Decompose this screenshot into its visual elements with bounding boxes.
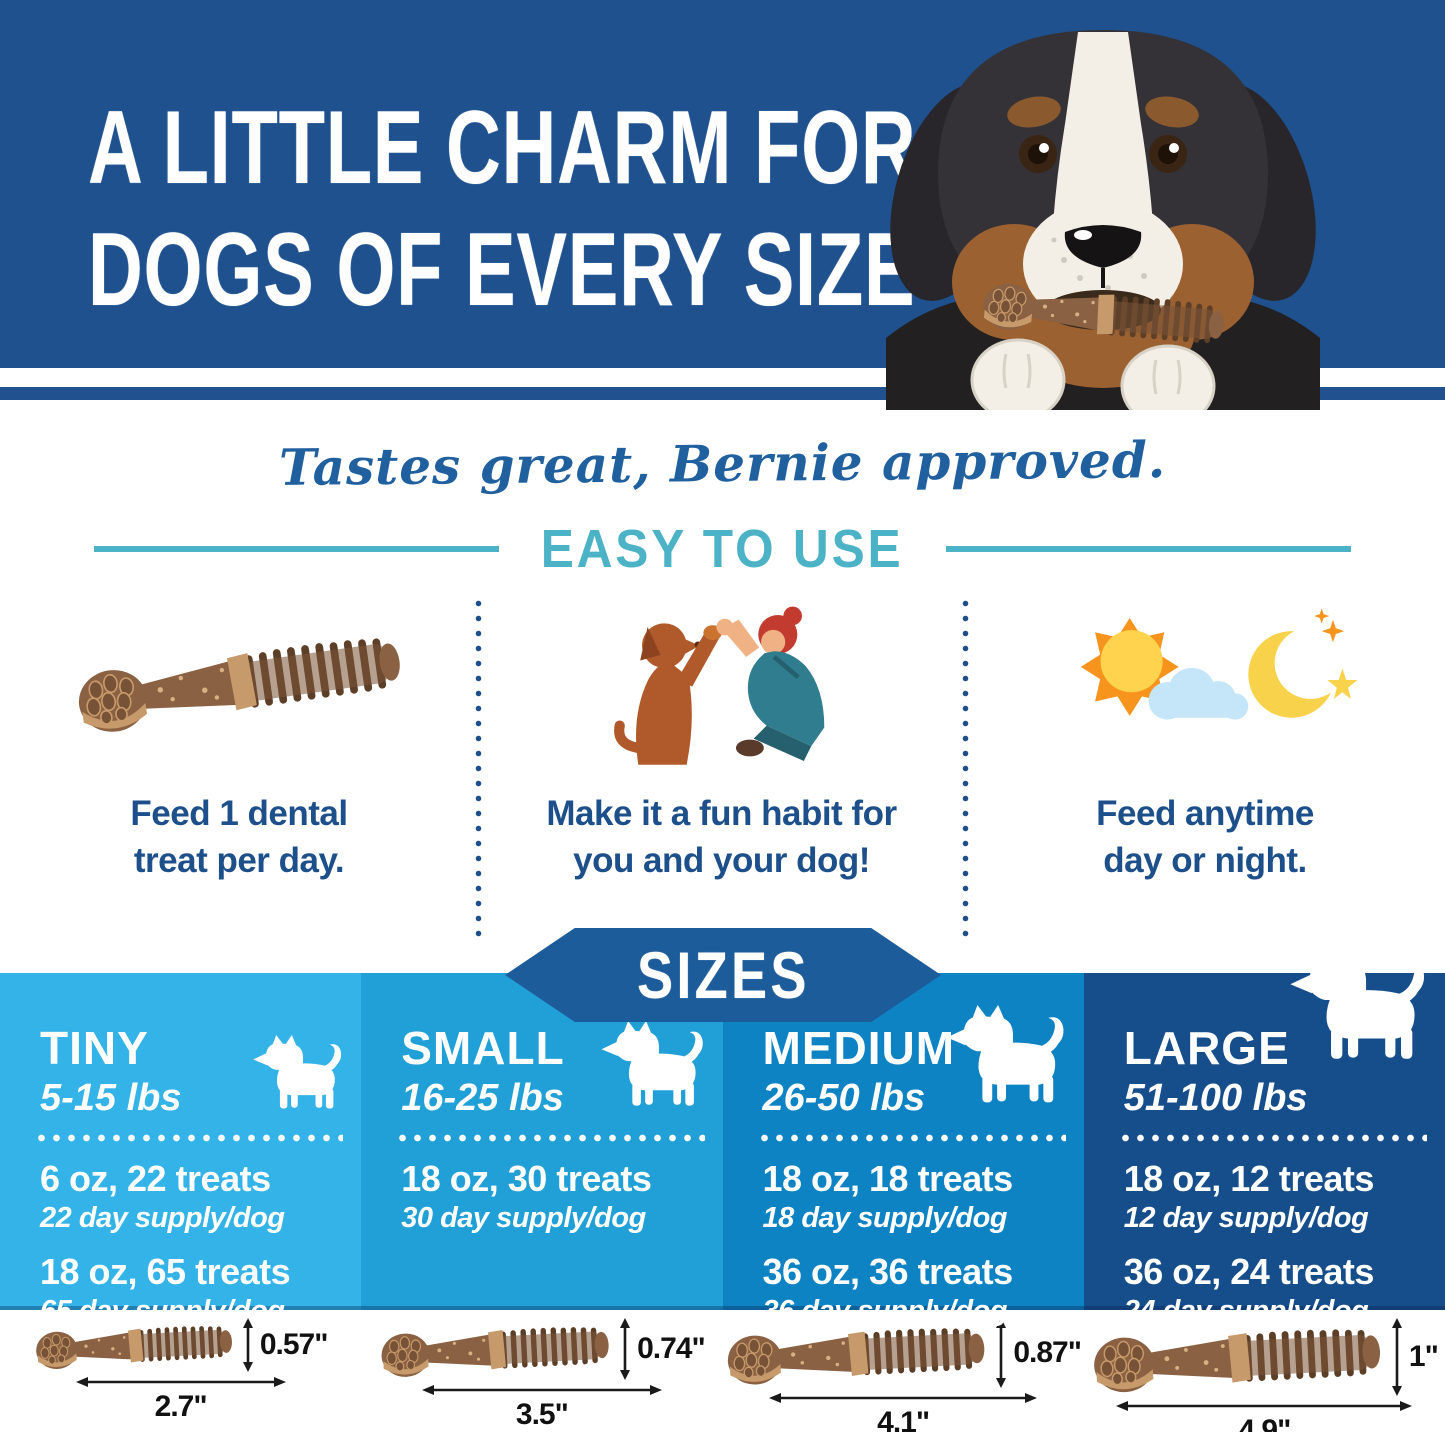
dimension-cell-large: 1" 4.9" bbox=[1084, 1310, 1445, 1432]
size-weight-range: 5-15 lbs bbox=[40, 1077, 182, 1119]
pack-option: 18 oz, 18 treats bbox=[762, 1158, 1014, 1199]
length-arrow-icon bbox=[421, 1385, 662, 1395]
page-title: A LITTLE CHARM FOR DOGS OF EVERY SIZE bbox=[88, 88, 916, 331]
supply-note: 30 day supply/dog bbox=[401, 1202, 646, 1234]
step-caption: Make it a fun habit for you and your dog… bbox=[546, 794, 897, 881]
step-fun-habit: Make it a fun habit for you and your dog… bbox=[478, 588, 965, 885]
treat-height-label: 0.57" bbox=[259, 1328, 329, 1361]
pack-option: 6 oz, 22 treats bbox=[40, 1158, 271, 1199]
sizes-heading: SIZES bbox=[636, 938, 810, 1012]
treat-image bbox=[379, 1322, 611, 1379]
sizes-banner: SIZES bbox=[505, 928, 941, 1022]
page-title-line2: DOGS OF EVERY SIZE bbox=[88, 211, 916, 328]
dog-silhouette-icon bbox=[1290, 947, 1425, 1059]
dotted-divider bbox=[475, 596, 482, 938]
easy-to-use-section: Tastes great, Bernie approved. EASY TO U… bbox=[0, 400, 1445, 973]
size-name: MEDIUM bbox=[762, 1022, 956, 1074]
steps-row: Feed 1 dental treat per day. bbox=[0, 588, 1445, 885]
treat-height-label: 1" bbox=[1408, 1340, 1439, 1373]
dotted-rule bbox=[1117, 1134, 1427, 1142]
supply-note: 18 day supply/dog bbox=[762, 1202, 1008, 1234]
page-title-line1: A LITTLE CHARM FOR bbox=[88, 90, 917, 206]
sun-and-moon-icon bbox=[1045, 588, 1365, 774]
dental-treat-icon bbox=[74, 588, 405, 774]
supply-note: 65 day supply/dog bbox=[40, 1295, 285, 1327]
pack-option: 18 oz, 65 treats bbox=[40, 1251, 291, 1292]
step-caption: Feed 1 dental treat per day. bbox=[130, 794, 348, 881]
pack-option: 18 oz, 12 treats bbox=[1123, 1158, 1375, 1199]
height-arrow-icon bbox=[242, 1318, 253, 1372]
pack-option: 36 oz, 24 treats bbox=[1123, 1251, 1375, 1292]
dog-owner-highfive-icon bbox=[572, 588, 872, 774]
pack-option: 18 oz, 30 treats bbox=[401, 1158, 652, 1199]
pack-option: 36 oz, 36 treats bbox=[762, 1251, 1014, 1292]
size-name: LARGE bbox=[1123, 1022, 1290, 1074]
treat-length-label: 2.7" bbox=[154, 1390, 208, 1423]
step-feed-anytime: Feed anytime day or night. bbox=[965, 588, 1445, 885]
easy-to-use-heading: EASY TO USE bbox=[541, 519, 904, 579]
size-name: SMALL bbox=[401, 1022, 565, 1074]
treat-length-label: 3.5" bbox=[515, 1398, 569, 1431]
treat-length-label: 4.9" bbox=[1238, 1414, 1291, 1432]
supply-note: 22 day supply/dog bbox=[40, 1202, 285, 1234]
size-column-small: SMALL 16-25 lbs 18 oz, 30 treats 30 day … bbox=[361, 973, 723, 1310]
supply-note: 36 day supply/dog bbox=[762, 1295, 1008, 1327]
treat-height-label: 0.74" bbox=[637, 1332, 706, 1365]
sizes-section: TINY 5-15 lbs 6 oz, 22 treats 22 day sup… bbox=[0, 947, 1445, 1327]
dotted-rule bbox=[395, 1134, 705, 1142]
length-arrow-icon bbox=[1116, 1401, 1413, 1411]
height-arrow-icon bbox=[620, 1318, 631, 1380]
size-column-tiny: TINY 5-15 lbs 6 oz, 22 treats 22 day sup… bbox=[0, 973, 362, 1327]
size-weight-range: 16-25 lbs bbox=[401, 1077, 564, 1119]
length-arrow-icon bbox=[769, 1393, 1038, 1403]
size-weight-range: 26-50 lbs bbox=[762, 1077, 926, 1119]
size-name: TINY bbox=[40, 1022, 149, 1074]
height-arrow-icon bbox=[996, 1318, 1007, 1388]
treat-dimensions-row: 0.57" 2.7" 0.74" bbox=[0, 1310, 1445, 1432]
treat-length-label: 4.1" bbox=[877, 1406, 930, 1432]
step-feed-one-treat: Feed 1 dental treat per day. bbox=[0, 588, 478, 885]
dimension-cell-small: 0.74" 3.5" bbox=[361, 1310, 722, 1432]
easy-to-use-heading-row: EASY TO USE bbox=[0, 518, 1445, 580]
dotted-rule bbox=[756, 1134, 1066, 1142]
heading-rule-left bbox=[94, 546, 500, 552]
dimension-cell-tiny: 0.57" 2.7" bbox=[0, 1310, 361, 1432]
treat-height-label: 0.87" bbox=[1013, 1336, 1082, 1369]
size-column-medium: MEDIUM 26-50 lbs 18 oz, 18 treats 18 day… bbox=[722, 973, 1084, 1327]
bernese-dog-illustration bbox=[886, 30, 1320, 410]
supply-note: 24 day supply/dog bbox=[1123, 1295, 1369, 1327]
length-arrow-icon bbox=[75, 1377, 286, 1387]
dog-silhouette-icon bbox=[946, 1005, 1064, 1103]
supply-note: 12 day supply/dog bbox=[1123, 1202, 1369, 1234]
height-arrow-icon bbox=[1391, 1318, 1402, 1396]
dotted-rule bbox=[34, 1134, 344, 1142]
size-column-large: LARGE 51-100 lbs 18 oz, 12 treats 12 day… bbox=[1083, 947, 1445, 1327]
heading-rule-right bbox=[945, 546, 1351, 552]
dotted-divider bbox=[962, 596, 969, 938]
size-weight-range: 51-100 lbs bbox=[1123, 1077, 1308, 1119]
dimension-cell-medium: 0.87" 4.1" bbox=[723, 1310, 1084, 1432]
dog-silhouette-icon bbox=[253, 1035, 342, 1109]
step-caption: Feed anytime day or night. bbox=[1096, 794, 1314, 881]
dog-silhouette-icon bbox=[601, 1021, 703, 1106]
